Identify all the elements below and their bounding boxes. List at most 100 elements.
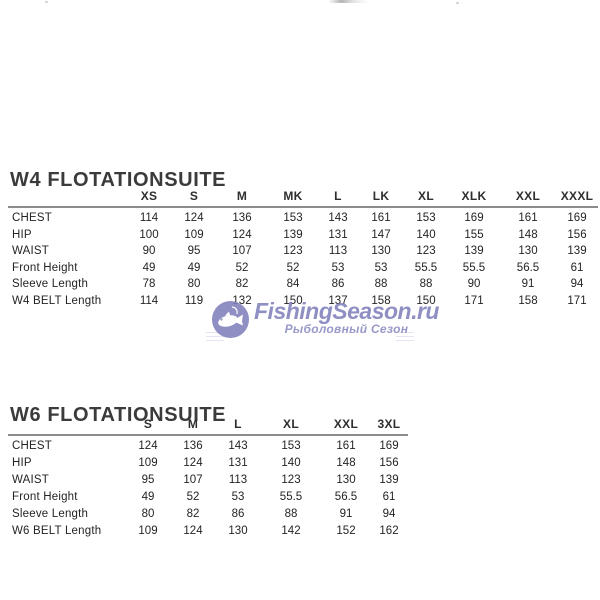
measurement-row: HIP 109 124 131 140 148 156 (8, 455, 408, 472)
measurement-value: 123 (283, 245, 303, 258)
size-column-header: XS (126, 189, 172, 208)
measurement-label: WAIST (12, 474, 49, 486)
watermark-hatch (396, 332, 414, 341)
measurement-value: 94 (382, 508, 396, 520)
measurement-value: 124 (184, 212, 204, 224)
measurement-value: 169 (464, 212, 484, 224)
size-column-header: XL (404, 189, 448, 208)
measurement-value: 155 (464, 228, 484, 241)
measurement-value: 139 (567, 245, 587, 258)
measurement-label: Sleeve Length (12, 278, 89, 291)
measurement-value: 91 (521, 278, 535, 291)
measurement-value: 130 (336, 474, 356, 486)
measurement-value: 80 (187, 278, 201, 291)
measurement-value: 150 (416, 294, 436, 307)
measurement-value: 140 (281, 457, 301, 469)
measurement-value: 161 (371, 212, 391, 224)
measurement-label: Front Height (12, 491, 78, 503)
measurement-value: 49 (141, 491, 155, 503)
size-column-header: LK (358, 189, 404, 208)
measurement-value: 114 (139, 294, 159, 307)
size-column-header: XLK (448, 189, 500, 208)
measurement-value: 136 (183, 440, 203, 452)
measurement-label: CHEST (12, 440, 52, 452)
measurement-value: 49 (187, 261, 201, 274)
measurement-value: 53 (331, 261, 345, 274)
measurement-value: 88 (374, 278, 388, 291)
size-column-header: XXL (500, 189, 556, 208)
measurement-label: W4 BELT Length (12, 294, 102, 307)
measurement-row: Sleeve Length 78 80 82 84 86 88 88 90 91 94 (8, 276, 598, 293)
measurement-value: 95 (187, 245, 201, 258)
measurement-value: 114 (139, 212, 159, 224)
measurement-value: 113 (228, 474, 248, 486)
size-header-row: S M L XL XXL 3XL (8, 417, 408, 436)
measurement-value: 152 (336, 525, 356, 537)
measurement-value: 109 (138, 525, 158, 537)
measurement-value: 55.5 (414, 261, 438, 274)
measurement-value: 161 (518, 212, 538, 224)
size-column-header: XXL (322, 417, 370, 436)
measurement-value: 113 (328, 245, 348, 258)
measurement-value: 130 (518, 245, 538, 258)
measurement-value: 123 (281, 474, 301, 486)
measurement-value: 56.5 (334, 491, 358, 503)
measurement-value: 82 (186, 508, 200, 520)
measurement-value: 123 (416, 245, 436, 258)
measurement-label-header (8, 189, 126, 208)
measurement-value: 169 (379, 440, 399, 452)
measurement-value: 124 (138, 440, 158, 452)
measurement-value: 153 (416, 212, 436, 224)
measurement-value: 124 (183, 457, 203, 469)
measurement-value: 82 (235, 278, 249, 291)
w6-size-table: S M L XL XXL 3XL CHEST 124 136 143 153 161 169 HIP 109… (8, 417, 408, 540)
measurement-label: CHEST (12, 212, 52, 224)
measurement-value: 139 (464, 245, 484, 258)
measurement-value: 150 (283, 294, 303, 307)
measurement-value: 119 (184, 294, 204, 307)
measurement-value: 52 (235, 261, 249, 274)
size-header-row: XS S M MK L LK XL XLK XXL XXXL (8, 189, 598, 208)
size-column-header: 3XL (370, 417, 408, 436)
measurement-value: 158 (371, 294, 391, 307)
measurement-label: HIP (12, 457, 32, 469)
measurement-value: 130 (371, 245, 391, 258)
size-column-header: L (216, 417, 260, 436)
measurement-row: WAIST 95 107 113 123 130 139 (8, 472, 408, 489)
measurement-value: 49 (142, 261, 156, 274)
measurement-value: 130 (228, 525, 248, 537)
measurement-row: W6 BELT Length 109 124 130 142 152 162 (8, 523, 408, 540)
size-column-header: M (170, 417, 216, 436)
measurement-label: HIP (12, 228, 32, 241)
measurement-value: 86 (231, 508, 245, 520)
measurement-value: 107 (183, 474, 203, 486)
measurement-value: 107 (232, 245, 252, 258)
measurement-label: Sleeve Length (12, 508, 89, 520)
measurement-value: 161 (336, 440, 356, 452)
measurement-value: 148 (518, 228, 538, 241)
measurement-value: 137 (328, 294, 348, 307)
measurement-value: 158 (518, 294, 538, 307)
measurement-value: 143 (228, 440, 248, 452)
measurement-row: Front Height 49 49 52 52 53 53 55.5 55.5 56.5 61 (8, 260, 598, 277)
measurement-row: Sleeve Length 80 82 86 88 91 94 (8, 506, 408, 523)
measurement-value: 55.5 (279, 491, 303, 503)
measurement-value: 52 (286, 261, 300, 274)
measurement-label: WAIST (12, 245, 49, 258)
measurement-label: Front Height (12, 261, 78, 274)
measurement-value: 90 (142, 245, 156, 258)
w4-section-title: W4 FLOTATIONSUITE (10, 169, 227, 192)
measurement-value: 109 (138, 457, 158, 469)
measurement-value: 53 (231, 491, 245, 503)
measurement-value: 139 (283, 228, 303, 241)
measurement-value: 153 (283, 212, 303, 224)
measurement-row: HIP 100 109 124 139 131 147 140 155 148 156 (8, 227, 598, 244)
measurement-value: 90 (467, 278, 481, 291)
measurement-value: 139 (379, 474, 399, 486)
measurement-value: 61 (570, 261, 584, 274)
measurement-value: 109 (184, 228, 204, 241)
measurement-value: 88 (284, 508, 298, 520)
watermark: FishingSeason.ru Рыболовный Сезон (206, 299, 439, 341)
size-column-header: L (318, 189, 358, 208)
size-column-header: XXXL (556, 189, 598, 208)
